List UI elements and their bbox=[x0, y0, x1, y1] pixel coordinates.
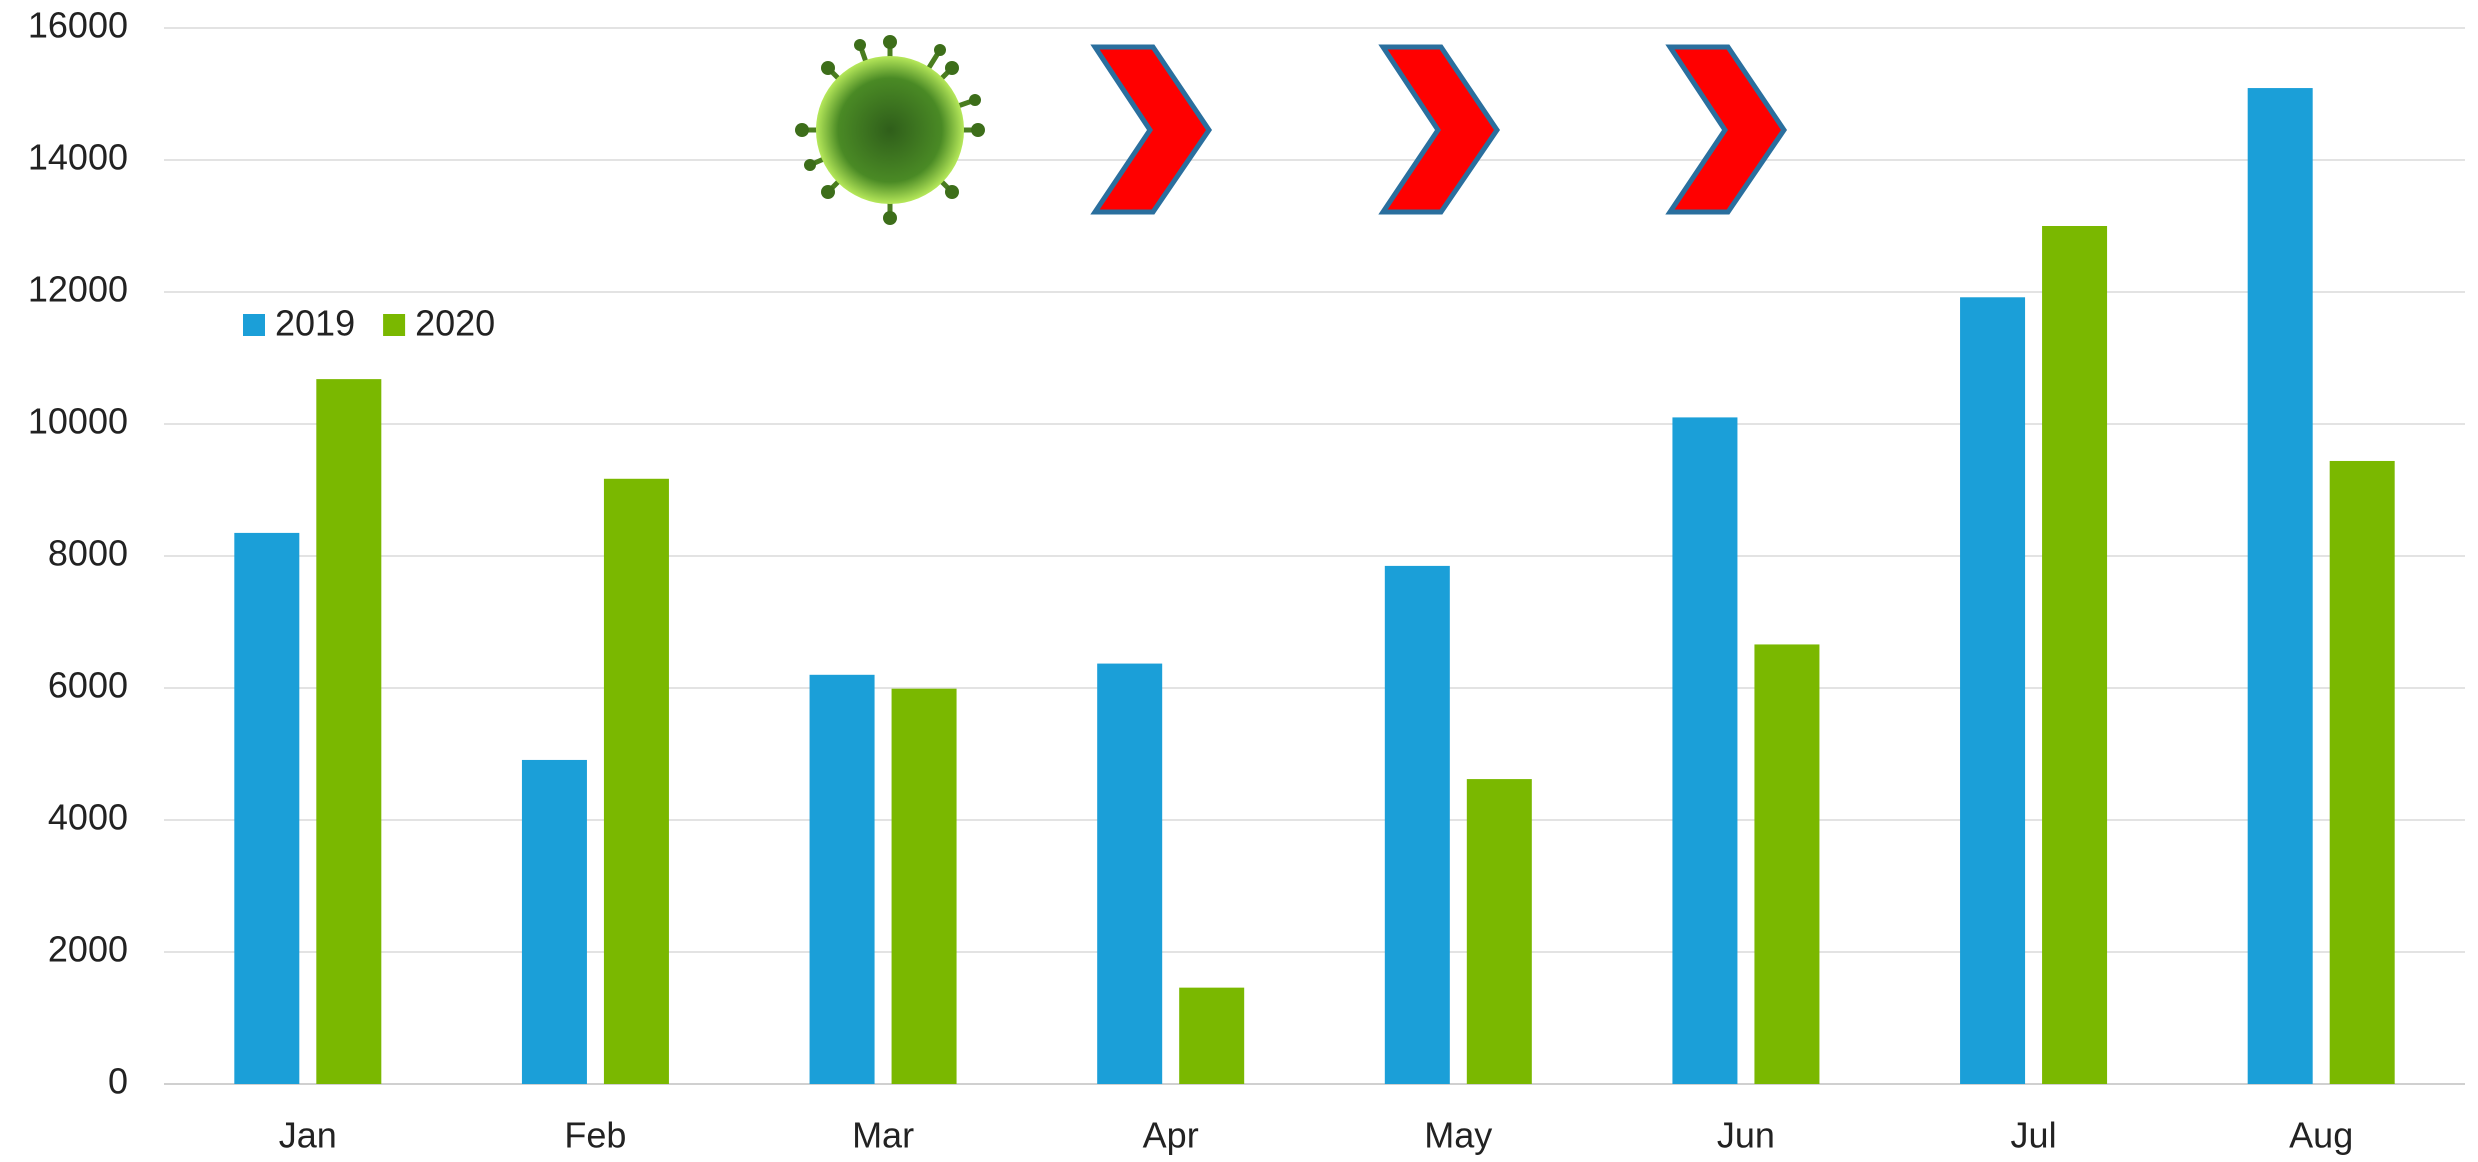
bar bbox=[2248, 88, 2313, 1084]
bar bbox=[316, 379, 381, 1084]
bar bbox=[2042, 226, 2107, 1084]
legend-swatch bbox=[383, 314, 405, 336]
bar bbox=[1960, 297, 2025, 1084]
bar bbox=[522, 760, 587, 1084]
bar bbox=[892, 689, 957, 1084]
x-tick-label: Jul bbox=[2011, 1115, 2057, 1156]
y-tick-label: 6000 bbox=[48, 665, 128, 706]
y-tick-label: 2000 bbox=[48, 929, 128, 970]
x-tick-label: Aug bbox=[2289, 1115, 2353, 1156]
y-tick-label: 12000 bbox=[28, 269, 128, 310]
y-tick-label: 10000 bbox=[28, 401, 128, 442]
bar bbox=[604, 479, 669, 1084]
y-tick-label: 8000 bbox=[48, 533, 128, 574]
x-tick-label: Apr bbox=[1143, 1115, 1199, 1156]
x-tick-label: Jan bbox=[279, 1115, 337, 1156]
legend-swatch bbox=[243, 314, 265, 336]
bar bbox=[1385, 566, 1450, 1084]
bar bbox=[1467, 779, 1532, 1084]
virus-icon bbox=[795, 35, 985, 225]
y-tick-label: 16000 bbox=[28, 5, 128, 46]
legend-label: 2019 bbox=[275, 303, 355, 344]
y-tick-label: 0 bbox=[108, 1061, 128, 1102]
x-tick-label: Mar bbox=[852, 1115, 914, 1156]
y-tick-label: 14000 bbox=[28, 137, 128, 178]
bar bbox=[1179, 988, 1244, 1084]
bar bbox=[810, 675, 875, 1084]
bar bbox=[1672, 417, 1737, 1084]
bar bbox=[1754, 644, 1819, 1084]
bar bbox=[234, 533, 299, 1084]
x-tick-label: May bbox=[1424, 1115, 1492, 1156]
bar bbox=[2330, 461, 2395, 1084]
legend: 2019 2020 bbox=[243, 303, 495, 344]
arrows bbox=[1095, 47, 1784, 212]
bar bbox=[1097, 664, 1162, 1084]
x-tick-label: Feb bbox=[564, 1115, 626, 1156]
chart: 2019 2020 0 2000 4000 6000 8000 10000 12000 1400… bbox=[0, 0, 2478, 1162]
x-tick-label: Jun bbox=[1717, 1115, 1775, 1156]
y-tick-label: 4000 bbox=[48, 797, 128, 838]
legend-label: 2020 bbox=[415, 303, 495, 344]
